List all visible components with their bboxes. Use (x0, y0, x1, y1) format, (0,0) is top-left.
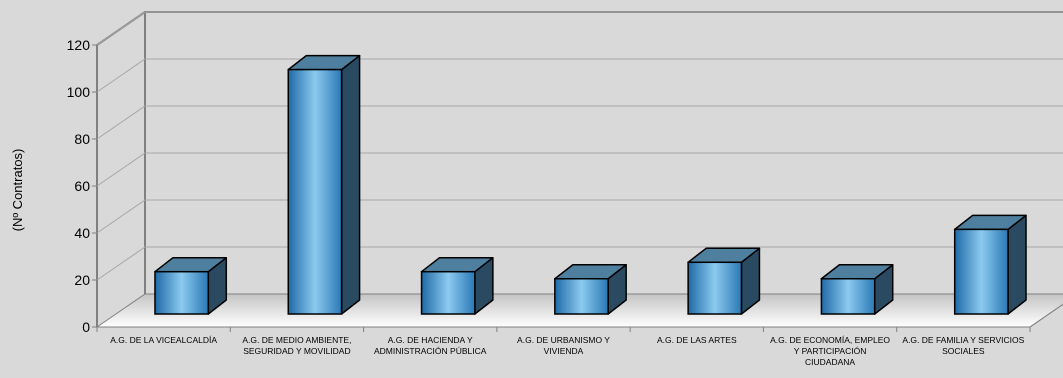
bar (554, 264, 627, 315)
y-tick-label: 120 (67, 37, 91, 53)
bar-front (687, 261, 743, 315)
gridline (96, 11, 1063, 46)
gridline (96, 246, 1063, 281)
x-category-label: A.G. DE FAMILIA Y SERVICIOS SOCIALES (902, 335, 1024, 356)
bar-front (154, 270, 210, 315)
bar (953, 214, 1027, 315)
y-tick-label: 60 (74, 178, 90, 194)
gridline (96, 58, 1063, 93)
y-tick-label: 100 (67, 84, 91, 100)
y-tick-label: 40 (74, 225, 90, 241)
bar-front (287, 68, 343, 315)
y-tick-label: 80 (74, 131, 90, 147)
bar (820, 264, 894, 315)
bar-front (953, 228, 1009, 315)
bar-front (420, 270, 476, 315)
bar-side (340, 54, 361, 315)
gridline (96, 199, 1063, 234)
bar-side (1007, 214, 1027, 315)
bar (287, 54, 361, 315)
x-category-label: A.G. DE LAS ARTES (657, 335, 737, 345)
bar (420, 256, 494, 315)
floor-edge (1029, 303, 1063, 328)
bar (154, 256, 228, 315)
x-category-label: A.G. DE LA VICEALCALDÍA (110, 335, 217, 345)
y-axis-label: (Nº Contratos) (10, 149, 25, 232)
y-tick-label: 0 (82, 319, 90, 335)
x-category-label: A.G. DE HACIENDA Y ADMINISTRACIÓN PÚBLICA (374, 335, 487, 356)
bars (154, 54, 1027, 315)
x-axis-categories: A.G. DE LA VICEALCALDÍA A.G. DE MEDIO AMB… (96, 327, 1031, 367)
gridline (96, 152, 1063, 187)
bar-front (820, 278, 876, 315)
x-category-label: A.G. DE URBANISMO Y VIVIENDA (517, 335, 610, 356)
gridlines (96, 11, 1063, 281)
x-category-label: A.G. DE MEDIO AMBIENTE, SEGURIDAD Y MOVIL… (242, 335, 351, 356)
bar (687, 247, 761, 315)
y-axis-ticks: 0 20 40 60 80 100 120 (67, 37, 97, 335)
gridline (96, 105, 1063, 140)
x-category-label: A.G. DE ECONOMÍA, EMPLEO Y PARTICIPACIÓN C… (770, 335, 890, 367)
y-tick-label: 20 (74, 272, 90, 288)
bar-front (554, 278, 609, 315)
